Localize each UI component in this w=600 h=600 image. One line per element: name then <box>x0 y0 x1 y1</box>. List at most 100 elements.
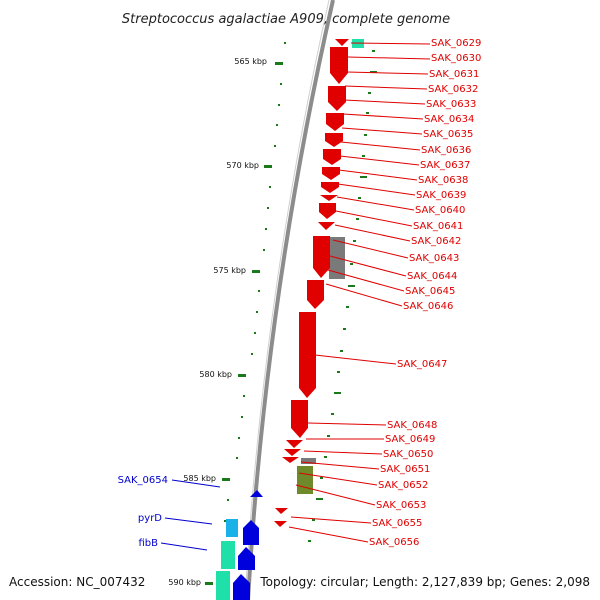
gene-label: SAK_0633 <box>426 99 476 110</box>
leader-line <box>340 141 421 151</box>
minor-tick <box>372 50 375 52</box>
gene-arrow <box>323 149 341 165</box>
gene-label: fibB <box>138 538 158 549</box>
gene-arrow <box>284 449 301 456</box>
minor-tick <box>324 456 327 458</box>
gene-label: SAK_0655 <box>372 518 422 529</box>
gene-arrow <box>307 280 324 309</box>
accession-text: Accession: NC_007432 <box>9 575 145 589</box>
leader-line <box>295 484 376 506</box>
gene-arrow <box>299 312 316 398</box>
leader-line <box>298 472 378 486</box>
leader-line <box>300 461 380 470</box>
gene-label: SAK_0652 <box>378 480 428 491</box>
gene-label: SAK_0639 <box>416 190 466 201</box>
minor-tick <box>258 290 260 292</box>
gene-arrow <box>274 521 287 527</box>
minor-tick <box>353 240 356 242</box>
gene-arrow <box>275 508 288 514</box>
gene-label: SAK_0637 <box>420 160 470 171</box>
gene-label: SAK_0651 <box>380 464 430 475</box>
leader-line <box>334 224 411 242</box>
minor-tick <box>358 197 361 199</box>
gene-label: SAK_0648 <box>387 420 437 431</box>
minor-tick <box>254 332 256 334</box>
scale-major-tick <box>222 478 230 481</box>
leader-line <box>335 210 413 227</box>
gene-label: SAK_0635 <box>423 129 473 140</box>
gene-label: SAK_0644 <box>407 271 457 282</box>
scale-label: 585 kbp <box>183 474 216 483</box>
minor-tick <box>265 228 267 230</box>
minor-tick <box>238 437 240 439</box>
leader-line <box>342 113 424 120</box>
gene-label: pyrD <box>138 513 162 524</box>
minor-tick <box>256 311 258 313</box>
minor-tick <box>224 520 226 522</box>
minor-tick <box>350 263 353 265</box>
minor-tick <box>320 477 323 479</box>
gene-arrow <box>319 203 336 219</box>
blue-gene-arrow <box>250 490 263 497</box>
scale-label: 570 kbp <box>226 161 259 170</box>
olive-feature <box>297 466 313 494</box>
gene-label: SAK_0629 <box>431 38 481 49</box>
leader-line <box>350 42 431 45</box>
label-leaders <box>160 42 431 551</box>
blue-gene-arrow <box>243 520 259 545</box>
gene-label: SAK_0643 <box>409 253 459 264</box>
leader-line <box>347 56 431 60</box>
minor-tick <box>316 498 323 500</box>
gene-label: SAK_0630 <box>431 53 481 64</box>
leader-line <box>325 283 403 307</box>
gene-label: SAK_0636 <box>421 145 471 156</box>
teal-feature <box>216 571 230 600</box>
leader-line <box>343 99 426 105</box>
leader-line <box>160 542 208 551</box>
minor-tick <box>340 350 343 352</box>
gray-feature <box>301 458 316 464</box>
gene-label: SAK_0650 <box>383 449 433 460</box>
gene-arrow <box>321 182 339 193</box>
gene-label: SAK_0631 <box>429 69 479 80</box>
gene-label: SAK_0642 <box>411 236 461 247</box>
leader-line <box>164 517 213 525</box>
minor-tick <box>308 540 311 542</box>
leader-line <box>341 127 423 135</box>
gene-arrow <box>282 457 299 463</box>
minor-tick <box>263 249 265 251</box>
leader-line <box>346 71 429 75</box>
scale-label: 590 kbp <box>168 578 201 587</box>
gene-arrow <box>335 39 349 46</box>
scale-axis: 565 kbp 570 kbp 575 kbp 580 kbp 585 kbp … <box>168 57 283 587</box>
leader-line <box>338 169 418 181</box>
minor-tick <box>276 124 278 126</box>
gene-label: SAK_0632 <box>428 84 478 95</box>
minor-tick <box>236 457 238 459</box>
minor-tick <box>227 499 229 501</box>
scale-major-tick <box>205 582 213 585</box>
gene-labels-left: SAK_0654 pyrD fibB <box>118 475 168 549</box>
minor-tick <box>251 353 253 355</box>
minor-tick <box>348 285 355 287</box>
leader-line <box>337 183 416 196</box>
blue-gene-arrow <box>233 574 250 600</box>
gene-label: SAK_0649 <box>385 434 435 445</box>
gene-arrow <box>325 133 343 147</box>
leader-line <box>290 516 372 524</box>
leader-line <box>329 255 407 277</box>
minor-tick <box>278 104 280 106</box>
scale-label: 580 kbp <box>199 370 232 379</box>
minor-tick <box>241 416 243 418</box>
gene-arrow <box>320 195 338 201</box>
gene-label: SAK_0646 <box>403 301 453 312</box>
gene-label: SAK_0654 <box>118 475 168 486</box>
minor-tick <box>366 112 369 114</box>
genome-backbone <box>244 0 335 600</box>
scale-major-tick <box>252 270 260 273</box>
leader-line <box>339 155 420 166</box>
minor-tick <box>356 218 359 220</box>
minor-tick <box>337 371 340 373</box>
gene-label: SAK_0641 <box>413 221 463 232</box>
